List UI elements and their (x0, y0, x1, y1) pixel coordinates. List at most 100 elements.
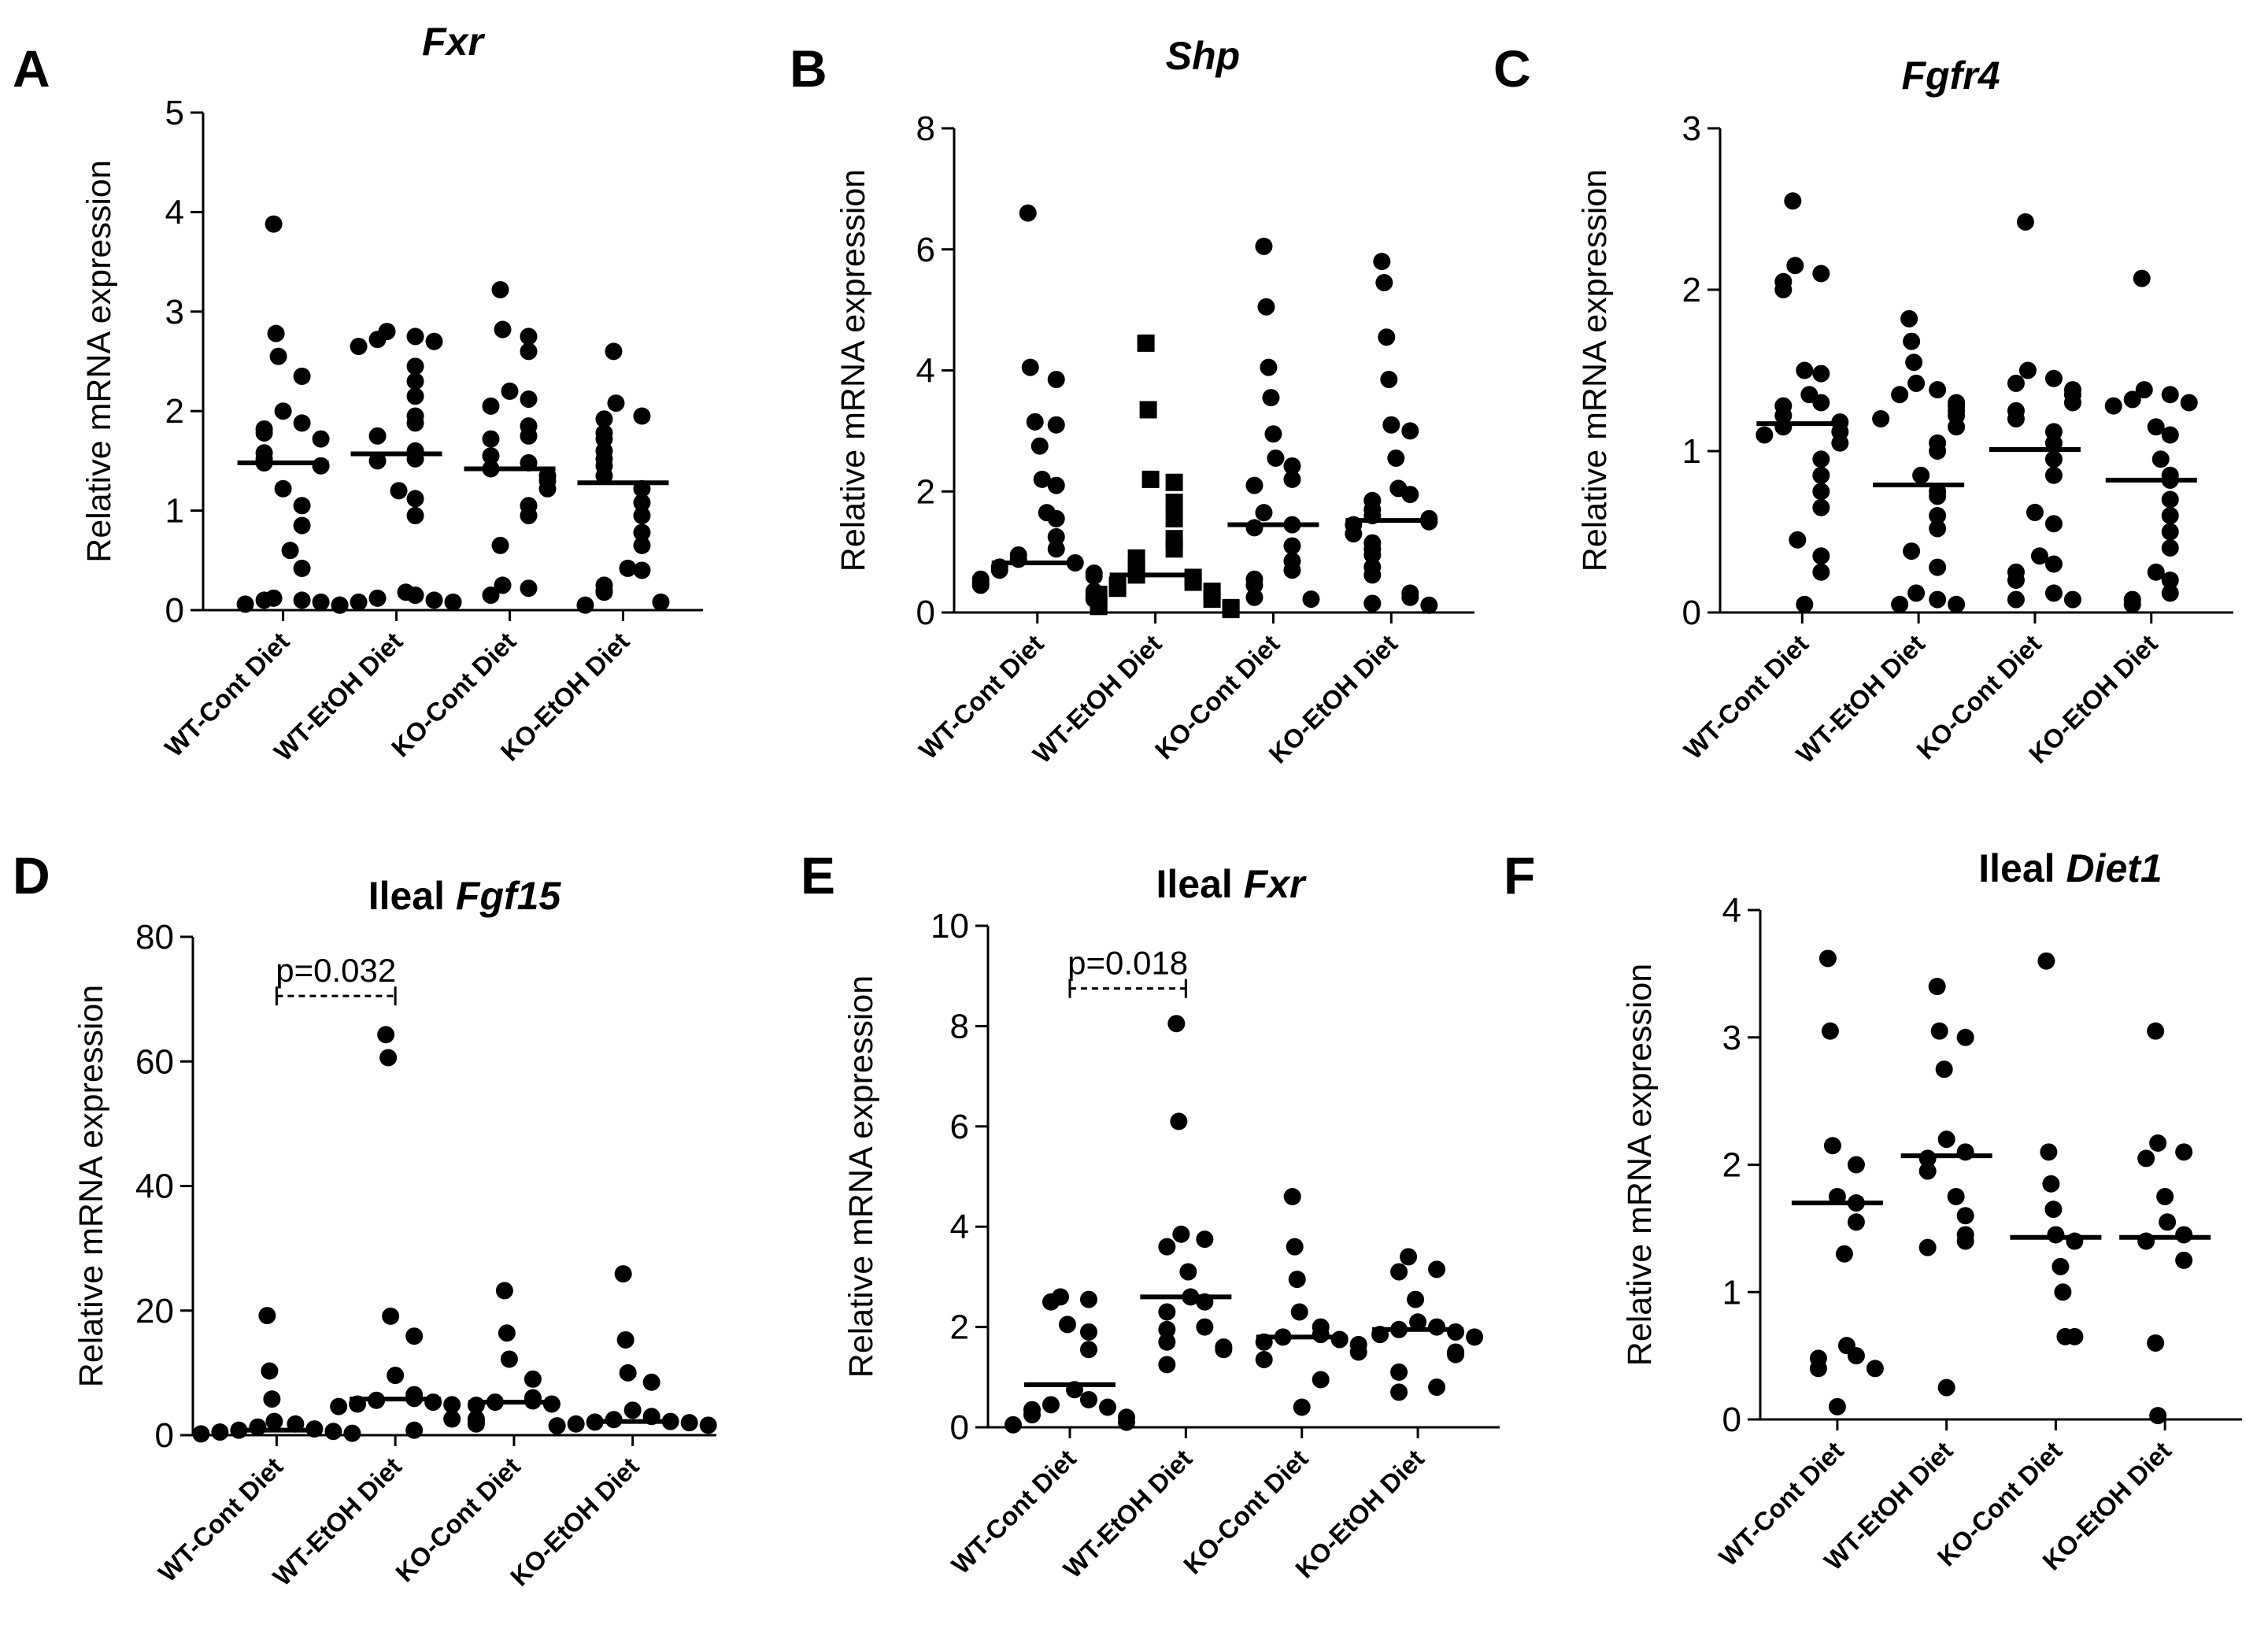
data-point (2104, 397, 2122, 415)
data-point (1812, 265, 1830, 283)
y-tick-label: 0 (916, 594, 935, 632)
data-point (1245, 576, 1263, 594)
data-point (1312, 1326, 1330, 1344)
data-point (1172, 1225, 1190, 1243)
y-tick-label: 2 (916, 472, 935, 511)
data-point (1090, 598, 1108, 616)
data-point (1080, 1290, 1097, 1308)
data-point (482, 447, 500, 465)
data-point (2161, 539, 2179, 557)
y-tick-label: 3 (1682, 109, 1701, 148)
data-point (2161, 584, 2179, 602)
data-point (633, 561, 651, 579)
y-tick-label: 60 (135, 1042, 174, 1081)
data-point (2147, 1334, 2165, 1352)
data-point (2149, 1407, 2167, 1425)
y-tick-label: 10 (931, 907, 969, 945)
data-point (1929, 442, 1947, 460)
data-point (406, 327, 424, 346)
data-point (1158, 1356, 1176, 1374)
data-point (343, 1424, 361, 1442)
y-tick-label: 0 (165, 591, 184, 630)
data-point (1158, 1303, 1176, 1321)
data-point (1812, 498, 1830, 516)
data-point (255, 591, 273, 609)
y-tick-label: 4 (950, 1208, 969, 1246)
data-point (1165, 494, 1183, 512)
y-tick-label: 8 (916, 109, 935, 148)
data-point (520, 427, 538, 445)
p-value-label: p=0.018 (1067, 945, 1188, 982)
data-point (2137, 1149, 2155, 1167)
data-point (293, 559, 311, 577)
data-point (405, 1327, 424, 1345)
y-tick-label: 6 (916, 231, 935, 269)
data-point (236, 595, 254, 613)
data-point (406, 414, 424, 432)
data-point (482, 587, 500, 605)
data-point (1196, 1318, 1214, 1336)
data-point (2007, 410, 2025, 427)
data-point (1812, 450, 1830, 468)
y-axis-label: Relative mRNA expression (80, 160, 118, 562)
data-point (1812, 483, 1830, 501)
y-tick-label: 4 (916, 352, 935, 390)
data-point (491, 536, 509, 554)
data-point (1956, 1028, 1974, 1046)
data-point (406, 387, 424, 405)
y-tick-label: 0 (1722, 1401, 1741, 1439)
data-point (500, 1350, 518, 1368)
data-point (406, 372, 424, 390)
data-point (2063, 590, 2081, 609)
data-point (1812, 394, 1830, 412)
panel-letter: F (1504, 846, 1535, 905)
data-point (595, 430, 613, 448)
data-point (1179, 1263, 1197, 1281)
data-point (2030, 547, 2048, 565)
data-point (2180, 394, 2198, 412)
data-point (350, 593, 368, 611)
data-point (1956, 1232, 1974, 1250)
data-point (368, 427, 387, 445)
data-point (1947, 1187, 1965, 1205)
data-point (1363, 566, 1382, 584)
y-axis-label: Relative mRNA expression (1576, 169, 1614, 572)
data-point (312, 593, 330, 611)
data-point (1165, 473, 1183, 491)
data-point (368, 452, 387, 470)
data-point (2007, 374, 2025, 392)
data-point (1378, 328, 1396, 346)
data-point (1774, 281, 1793, 298)
data-point (2161, 523, 2179, 541)
data-point (1948, 418, 1966, 436)
data-point (1288, 1271, 1306, 1289)
panel-letter: B (790, 39, 827, 98)
data-point (1796, 361, 1814, 379)
data-point (2161, 490, 2179, 509)
data-point (293, 414, 311, 432)
data-point (406, 587, 424, 605)
data-point (444, 593, 462, 611)
data-point (1401, 486, 1419, 504)
data-point (1818, 949, 1837, 968)
data-point (274, 402, 292, 420)
data-point (576, 596, 594, 614)
data-point (1821, 1022, 1839, 1040)
data-point (2042, 1175, 2060, 1193)
data-point (1428, 1318, 1446, 1336)
data-point (2156, 1187, 2174, 1205)
data-point (2161, 426, 2179, 444)
data-point (1293, 1398, 1311, 1416)
y-tick-label: 0 (155, 1416, 174, 1455)
data-point (491, 280, 509, 298)
data-point (1428, 1260, 1446, 1279)
data-point (607, 394, 625, 413)
data-point (1312, 1371, 1330, 1389)
data-point (520, 506, 538, 524)
data-point (249, 1418, 267, 1436)
data-point (2066, 1327, 2084, 1345)
panel-title: Fgfr4 (1902, 54, 2000, 98)
data-point (1047, 476, 1065, 494)
panel-title-prefix: Ileal (368, 874, 456, 918)
panel-title: Ileal Fgf15 (368, 874, 562, 918)
